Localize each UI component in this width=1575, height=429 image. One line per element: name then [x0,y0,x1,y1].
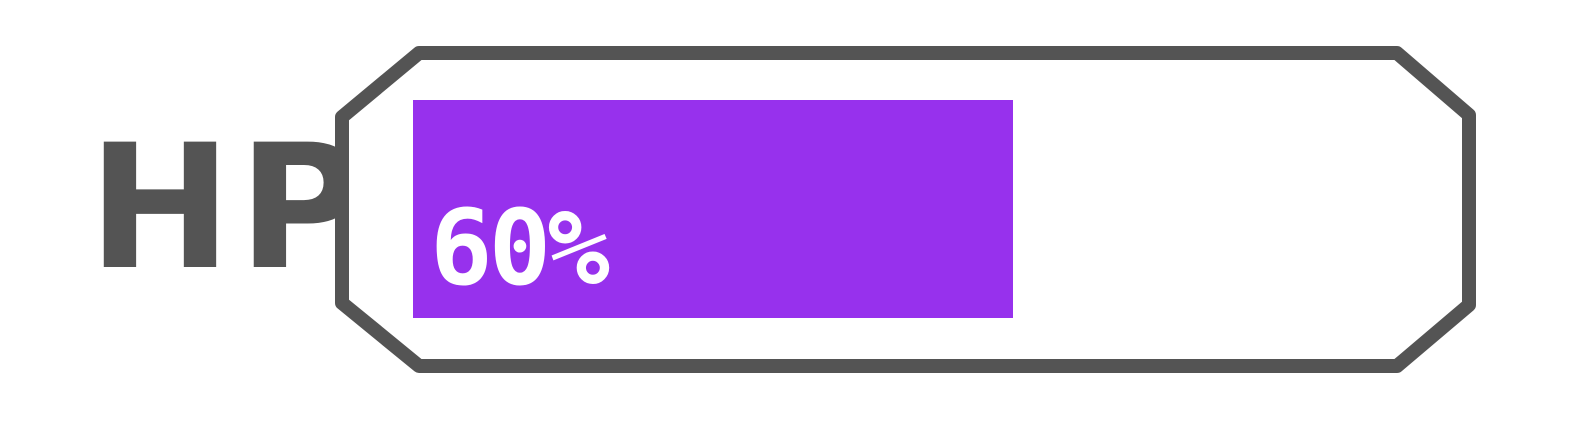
hp-bar-track [413,100,1413,318]
hp-value-text: 60% [430,187,610,309]
hp-label: HP [88,107,371,308]
hp-bar-fill [413,100,1013,318]
